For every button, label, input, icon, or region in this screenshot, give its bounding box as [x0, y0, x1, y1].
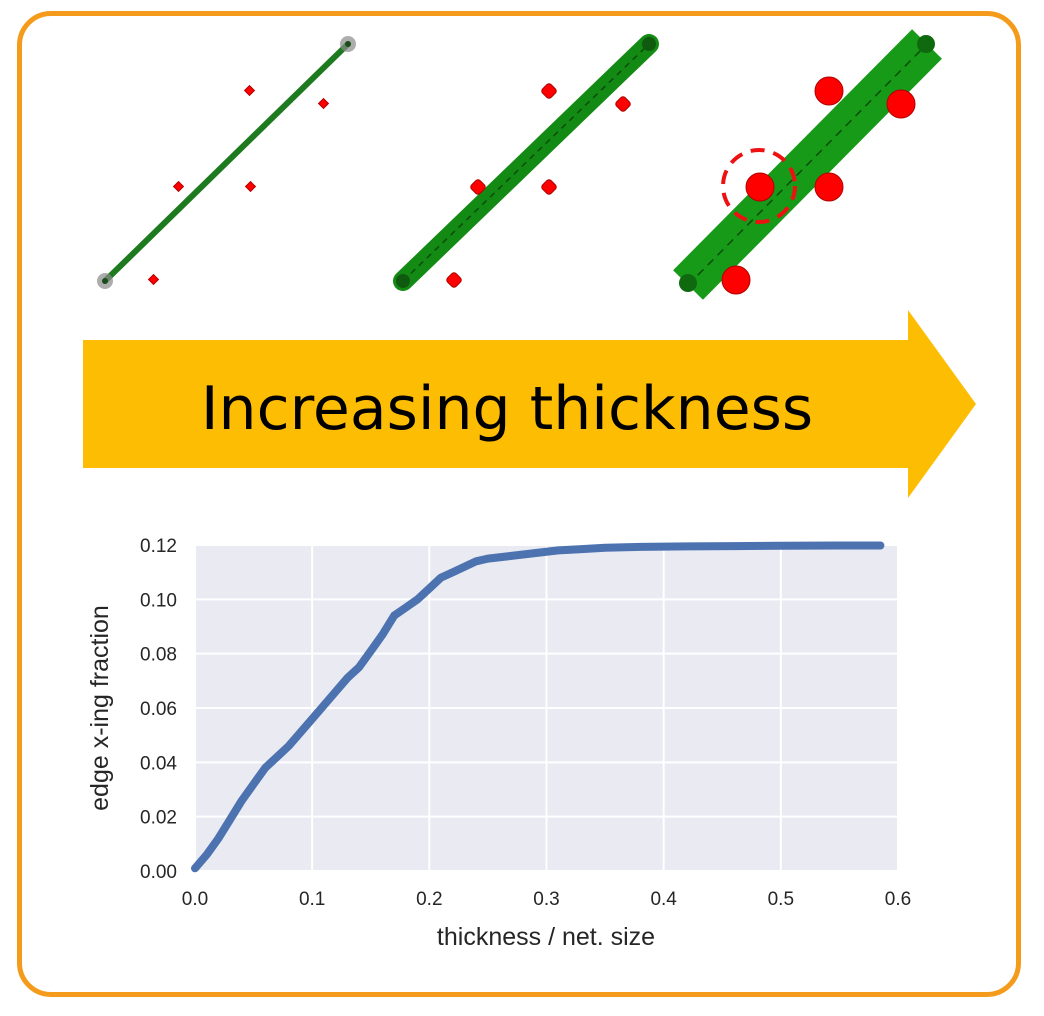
- x-tick-label: 0.4: [650, 889, 677, 910]
- y-tick-label: 0.00: [140, 862, 177, 883]
- network-node: [541, 179, 557, 195]
- edge-centerline: [402, 43, 650, 282]
- y-tick-label: 0.04: [140, 753, 177, 774]
- x-tick-labels: 0.0 0.1 0.2 0.3 0.4 0.5 0.6: [182, 889, 911, 910]
- x-axis-label: thickness / net. size: [437, 923, 655, 951]
- arrow-label: Increasing thickness: [201, 374, 813, 444]
- network-node: [446, 272, 462, 288]
- network-node: [317, 97, 330, 110]
- x-tick-label: 0.1: [299, 889, 325, 910]
- x-tick-label: 0.3: [533, 889, 559, 910]
- edge-centerline: [687, 43, 928, 286]
- y-tick-label: 0.10: [140, 590, 177, 611]
- x-tick-label: 0.6: [885, 889, 911, 910]
- network-node: [172, 180, 185, 193]
- network-panel-thick: [673, 29, 942, 300]
- endpoint-node: [679, 274, 697, 292]
- y-tick-labels: 0.00 0.02 0.04 0.06 0.08 0.10 0.12: [140, 536, 177, 883]
- network-node: [721, 265, 751, 295]
- y-tick-label: 0.08: [140, 645, 177, 666]
- network-node: [147, 273, 160, 286]
- y-tick-label: 0.02: [140, 808, 177, 829]
- endpoint-node: [917, 35, 935, 53]
- crossing-highlight-circle: [721, 148, 797, 224]
- arrow-shape: [83, 310, 976, 498]
- endpoint-node: [396, 274, 410, 288]
- thickness-arrow: Increasing thickness: [83, 310, 976, 498]
- y-tick-label: 0.12: [140, 536, 177, 557]
- y-tick-label: 0.06: [140, 699, 177, 720]
- network-node: [814, 172, 844, 202]
- network-node: [615, 96, 631, 112]
- thin-edge-line: [102, 41, 351, 284]
- network-panel-medium: [393, 34, 659, 291]
- network-node: [814, 76, 844, 106]
- network-node: [886, 89, 916, 119]
- network-node: [541, 83, 557, 99]
- network-node: [470, 179, 486, 195]
- endpoint-node: [642, 37, 656, 51]
- network-node: [244, 180, 257, 193]
- series-line: [191, 541, 885, 873]
- endpoint-node-core: [102, 278, 108, 284]
- network-panel-thin: [97, 36, 356, 289]
- y-axis-label: edge x-ing fraction: [86, 605, 114, 811]
- x-tick-label: 0.5: [768, 889, 794, 910]
- endpoint-node-core: [345, 41, 351, 47]
- grid-lines: [194, 544, 899, 872]
- x-tick-label: 0.0: [182, 889, 208, 910]
- crossing-chart: 0.000.020.040.060.080.100.12 0.0 0.1 0.2 0.…: [86, 536, 911, 951]
- network-node: [243, 84, 256, 97]
- x-tick-label: 0.2: [416, 889, 442, 910]
- network-node: [745, 172, 775, 202]
